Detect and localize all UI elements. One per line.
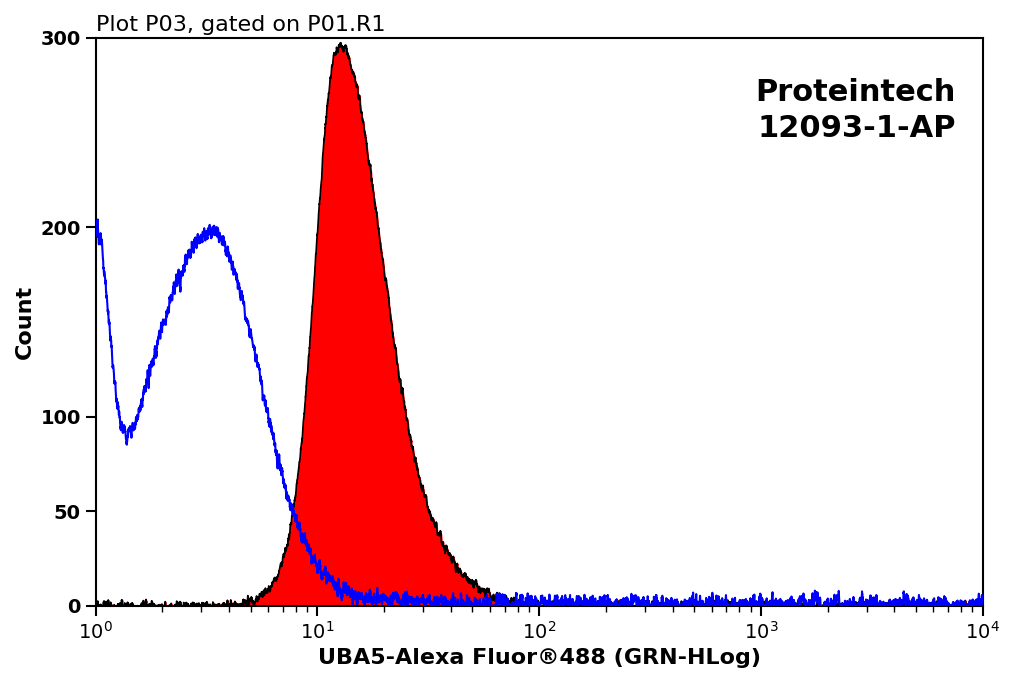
- Text: Proteintech
12093-1-AP: Proteintech 12093-1-AP: [755, 78, 956, 143]
- Y-axis label: Count: Count: [15, 285, 35, 359]
- X-axis label: UBA5-Alexa Fluor®488 (GRN-HLog): UBA5-Alexa Fluor®488 (GRN-HLog): [318, 648, 760, 668]
- Text: Plot P03, gated on P01.R1: Plot P03, gated on P01.R1: [95, 15, 385, 35]
